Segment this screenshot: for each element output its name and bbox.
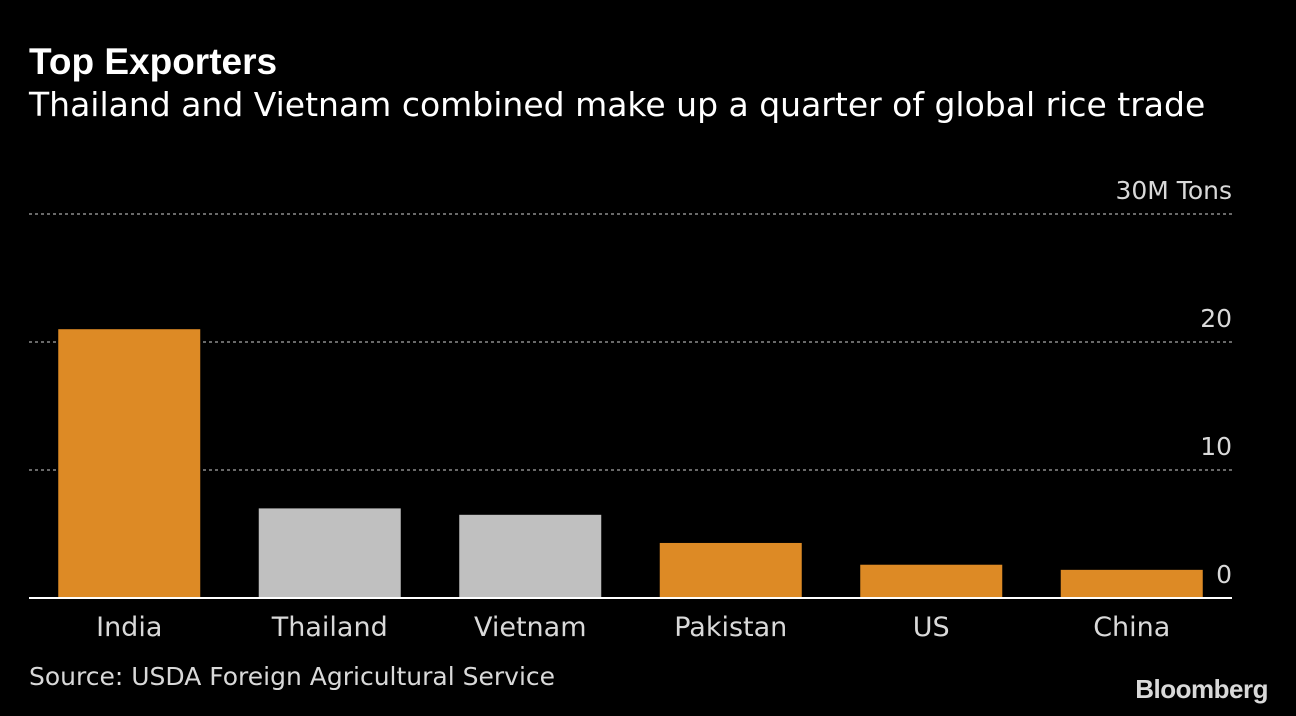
x-tick-label-pakistan: Pakistan bbox=[674, 612, 787, 643]
chart-title: Top Exporters bbox=[29, 41, 278, 82]
y-tick-label-20: 20 bbox=[1200, 304, 1232, 333]
bar-china bbox=[1060, 569, 1203, 598]
bar-pakistan bbox=[659, 542, 802, 598]
x-tick-label-vietnam: Vietnam bbox=[474, 612, 587, 643]
x-tick-label-india: India bbox=[96, 612, 162, 643]
y-tick-label-10: 10 bbox=[1200, 432, 1232, 461]
source-note: Source: USDA Foreign Agricultural Servic… bbox=[29, 662, 556, 691]
x-tick-label-china: China bbox=[1093, 612, 1170, 643]
gridlines bbox=[29, 213, 1232, 471]
x-tick-label-us: US bbox=[913, 612, 950, 643]
x-tick-label-thailand: Thailand bbox=[271, 612, 388, 643]
x-axis-labels: India Thailand Vietnam Pakistan US China bbox=[96, 612, 1170, 643]
bar-india bbox=[58, 329, 201, 598]
y-tick-label-0: 0 bbox=[1216, 560, 1232, 589]
bar-vietnam bbox=[459, 514, 602, 598]
bars bbox=[58, 329, 1203, 598]
bar-thailand bbox=[258, 508, 401, 598]
bloomberg-logo: Bloomberg bbox=[1135, 674, 1268, 704]
y-tick-label-30: 30M Tons bbox=[1115, 176, 1232, 205]
y-axis-labels: 0 10 20 30M Tons bbox=[1115, 176, 1232, 589]
bar-us bbox=[860, 564, 1003, 598]
chart-subtitle: Thailand and Vietnam combined make up a … bbox=[29, 85, 1206, 124]
